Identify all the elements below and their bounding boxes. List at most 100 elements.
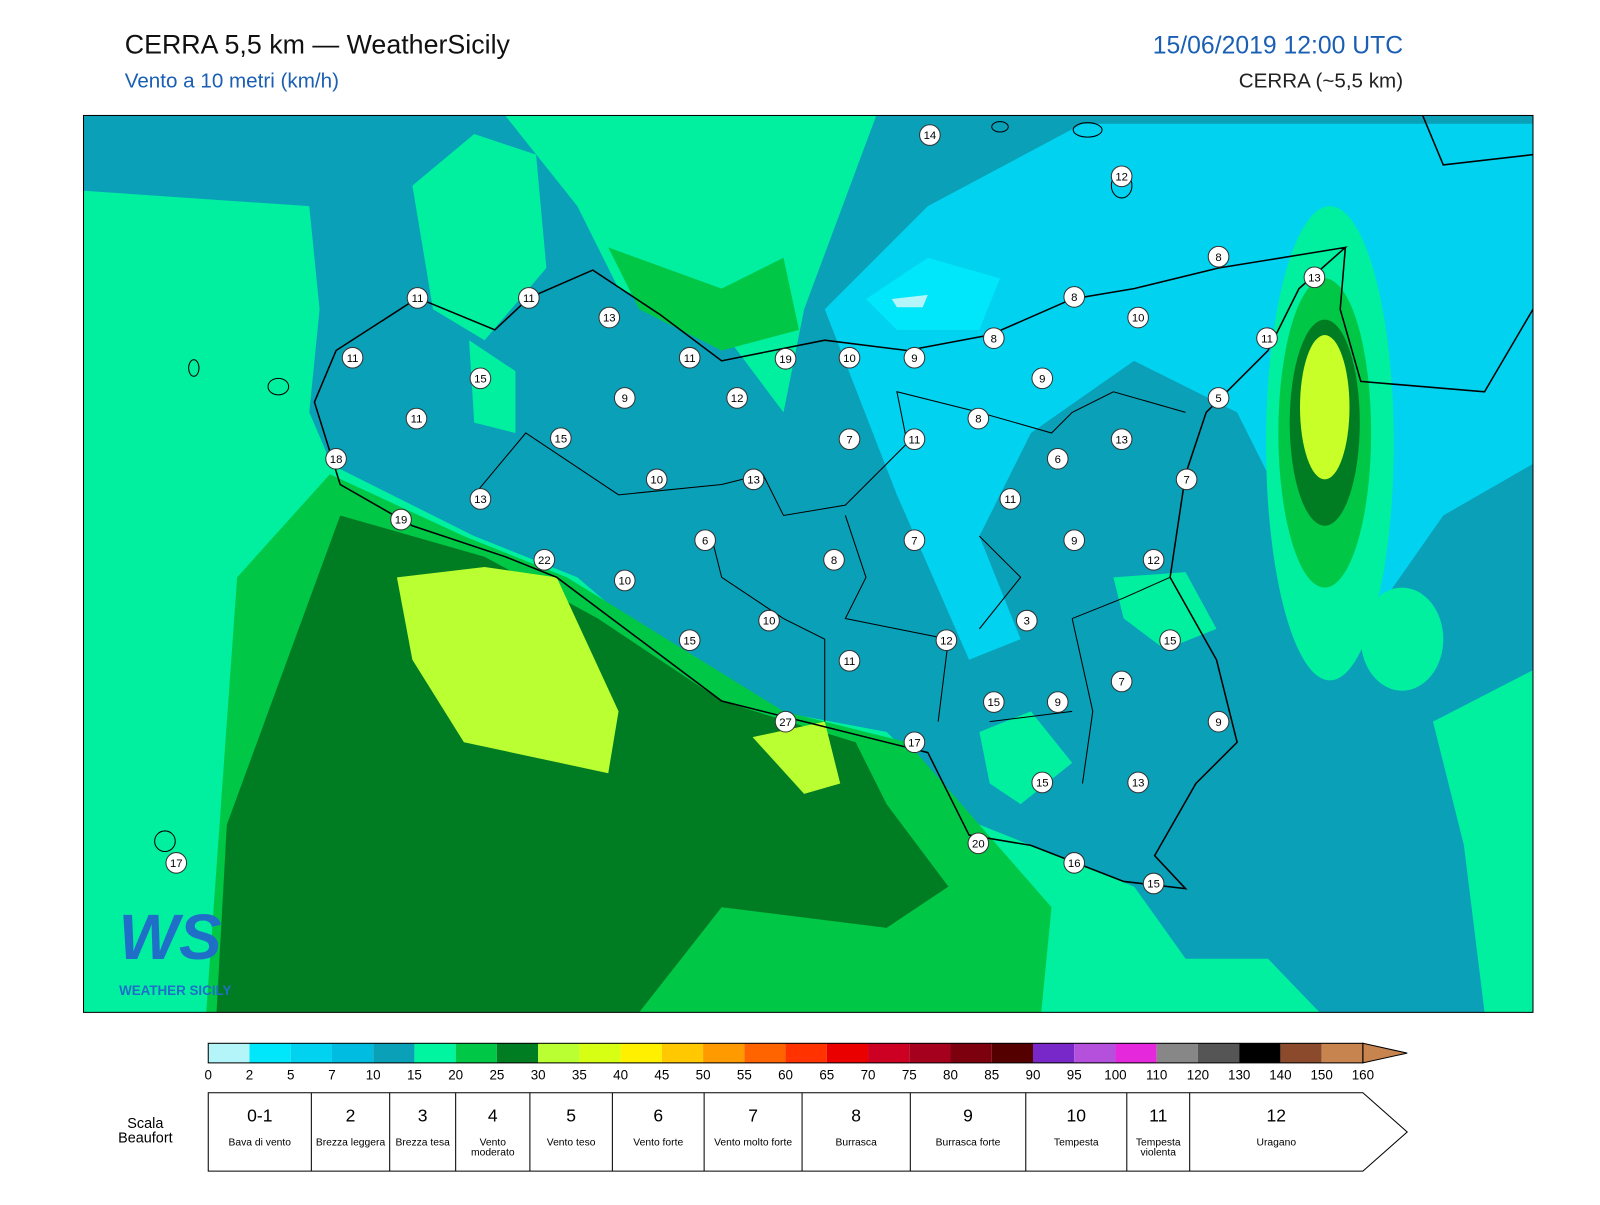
station-marker [598, 306, 621, 329]
station-marker [1031, 367, 1054, 390]
beaufort-description-box: Uragano [1256, 1138, 1297, 1149]
color-bin [1239, 1043, 1281, 1063]
colorbar-tick-label: 80 [943, 1067, 958, 1082]
colorbar-tick-label: 7 [328, 1067, 335, 1082]
station-marker [1063, 852, 1086, 874]
colorbar-tick-label: 45 [654, 1067, 669, 1082]
station-marker [774, 710, 797, 733]
station-value: 5 [1215, 393, 1221, 405]
station-marker [613, 387, 636, 409]
colorbar-tick-label: 65 [819, 1067, 834, 1082]
station-value: 19 [395, 515, 408, 527]
beaufort-description-box: Brezza tesa [395, 1138, 449, 1148]
station-value: 20 [972, 838, 985, 850]
station-value: 11 [347, 353, 359, 365]
color-bin [1197, 1043, 1240, 1063]
station-value: 12 [1115, 171, 1128, 183]
station-value: 17 [908, 737, 921, 749]
colorbar-arrow [1362, 1042, 1408, 1064]
color-bin [661, 1043, 704, 1063]
colorbar-tick-label: 70 [861, 1067, 876, 1082]
station-marker [1207, 710, 1230, 733]
beaufort-description: Vento forte [633, 1138, 684, 1149]
color-bin [331, 1043, 374, 1063]
station-value: 8 [975, 414, 981, 426]
station-marker [1110, 428, 1133, 450]
colorbar-tick-label: 130 [1228, 1067, 1250, 1082]
beaufort-label-box: Scala Beaufort [118, 1115, 173, 1146]
station-marker [1031, 771, 1054, 794]
station-marker [838, 346, 861, 369]
beaufort-description: Brezza leggera [315, 1138, 386, 1149]
station-marker [165, 852, 188, 874]
color-bin [496, 1043, 539, 1063]
station-marker [1063, 529, 1086, 552]
color-bin [868, 1043, 910, 1063]
color-bin [290, 1043, 332, 1063]
color-bin [703, 1043, 745, 1063]
station-marker [1207, 245, 1230, 268]
beaufort-description: Bava di vento [228, 1138, 292, 1149]
beaufort-description-box: Tempesta [1054, 1138, 1099, 1148]
station-value: 19 [779, 354, 792, 366]
station-value: 13 [747, 475, 760, 487]
beaufort-description: Vento moderato [471, 1138, 515, 1159]
station-value: 10 [763, 616, 776, 628]
station-marker [405, 407, 428, 430]
color-bin [1321, 1043, 1363, 1063]
station-marker [1063, 286, 1086, 308]
station-value: 16 [1068, 858, 1081, 870]
color-bin [1156, 1043, 1198, 1063]
station-value: 8 [1071, 292, 1077, 304]
station-marker [758, 609, 780, 632]
beaufort-force: 6 [653, 1106, 663, 1126]
color-bin [249, 1043, 291, 1063]
beaufort-label: Scala Beaufort [118, 1115, 173, 1146]
color-bin [909, 1043, 951, 1063]
station-marker [1046, 447, 1069, 470]
color-bin [744, 1043, 786, 1063]
station-marker [325, 447, 347, 470]
station-value: 13 [1308, 272, 1321, 284]
station-marker [1142, 872, 1165, 895]
beaufort-force: 12 [1267, 1106, 1286, 1126]
station-value: 6 [1055, 454, 1061, 466]
station-value: 9 [911, 353, 917, 365]
station-marker [919, 124, 941, 146]
station-marker [533, 548, 556, 571]
station-value: 12 [1147, 555, 1160, 567]
beaufort-description: Vento teso [546, 1138, 596, 1149]
station-value: 8 [1215, 252, 1221, 264]
station-value: 7 [846, 434, 852, 446]
colorbar-tick-label: 5 [287, 1067, 294, 1082]
station-marker [1256, 327, 1278, 349]
station-value: 9 [1039, 373, 1045, 385]
station-value: 27 [779, 717, 792, 729]
station-value: 8 [831, 555, 837, 567]
station-marker [967, 407, 990, 430]
station-marker [1175, 468, 1198, 491]
colorbar-tick-label: 0 [205, 1067, 212, 1082]
station-value: 13 [603, 313, 616, 325]
station-value: 7 [1118, 677, 1124, 689]
station-value: 15 [474, 373, 487, 385]
station-value: 13 [1115, 434, 1128, 446]
map-frame [82, 114, 1534, 1013]
beaufort-description: Uragano [1256, 1138, 1297, 1149]
map: 14 12 8 13 11 11 13 8 10 8 11 11 11 19 10 9 15 9 5 9 12 11 8 15… [83, 115, 1533, 1013]
station-value: 9 [1215, 717, 1221, 729]
color-bin [538, 1043, 580, 1063]
colorbar-tick-label: 30 [531, 1067, 546, 1082]
station-value: 12 [731, 393, 744, 405]
station-marker [742, 468, 765, 491]
station-marker [678, 346, 701, 369]
station-marker [518, 287, 540, 309]
station-value: 11 [411, 414, 423, 426]
beaufort-description-box: Vento teso [546, 1138, 596, 1149]
colorbar-tick-label: 120 [1187, 1067, 1209, 1082]
beaufort-description-box: Burrasca forte [936, 1138, 1001, 1148]
color-bin [1032, 1043, 1075, 1063]
station-value: 9 [1055, 697, 1061, 709]
colorbar-tick-label: 75 [902, 1067, 917, 1082]
station-marker [903, 346, 926, 369]
